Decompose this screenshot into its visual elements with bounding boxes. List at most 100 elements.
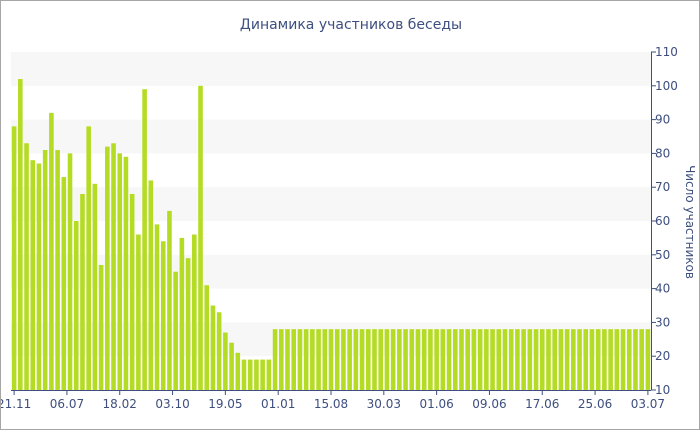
bar <box>527 329 533 390</box>
bar <box>254 359 259 390</box>
bar <box>55 150 60 390</box>
bar <box>167 210 172 390</box>
bar <box>359 329 365 390</box>
bar <box>30 160 36 390</box>
bar <box>446 329 452 390</box>
bar <box>98 264 104 390</box>
bar <box>626 329 632 390</box>
bar <box>490 329 495 390</box>
bar <box>303 329 309 390</box>
bar <box>608 329 613 390</box>
bar <box>328 329 334 390</box>
bar <box>415 329 421 390</box>
bar <box>347 329 352 390</box>
y-tick-label: 20 <box>655 349 670 363</box>
bar <box>235 352 241 390</box>
bar <box>260 359 265 390</box>
bar <box>434 329 439 390</box>
bar <box>136 234 141 390</box>
bar <box>67 153 73 390</box>
y-tick-label: 70 <box>655 180 670 194</box>
bar <box>272 329 278 390</box>
bar <box>614 329 620 390</box>
bar <box>105 146 110 390</box>
bar <box>521 329 526 390</box>
y-tick-label: 30 <box>655 315 670 329</box>
bar <box>341 329 346 390</box>
bar <box>515 329 520 390</box>
bar <box>452 329 458 390</box>
bar <box>378 329 384 390</box>
bar <box>316 329 321 390</box>
bar <box>428 329 433 390</box>
grid-band <box>11 119 651 154</box>
bar <box>353 329 359 390</box>
bar <box>80 193 85 390</box>
bar <box>129 193 135 390</box>
x-tick-label: 19.05 <box>208 397 242 411</box>
x-tick-label: 09.06 <box>472 397 506 411</box>
y-tick-label: 100 <box>655 79 678 93</box>
bar <box>539 329 545 390</box>
bar <box>558 329 564 390</box>
bar <box>241 359 247 390</box>
bar <box>18 79 23 390</box>
bar <box>278 329 284 390</box>
bar <box>533 329 539 390</box>
bar <box>73 221 79 390</box>
bar <box>142 89 147 391</box>
y-tick-label: 10 <box>655 383 670 397</box>
bar <box>111 143 116 390</box>
bar <box>397 329 402 390</box>
bar <box>595 329 601 390</box>
bar <box>440 329 446 390</box>
bar <box>471 329 477 390</box>
bar <box>185 258 191 390</box>
grid-band <box>11 52 651 86</box>
x-tick-label: 06.07 <box>50 397 84 411</box>
bar <box>204 285 210 390</box>
bar <box>123 156 129 390</box>
bar <box>154 224 160 390</box>
x-tick-label: 01.01 <box>261 397 295 411</box>
y-axis-title: Число участников <box>683 165 697 279</box>
bar <box>322 329 328 390</box>
y-tick-label: 80 <box>655 146 670 160</box>
bar <box>384 329 390 390</box>
bar <box>36 163 42 390</box>
bar <box>583 329 589 390</box>
bar <box>372 329 377 390</box>
y-tick-label: 60 <box>655 214 670 228</box>
bar <box>564 329 570 390</box>
x-tick-label: 21.11 <box>1 397 31 411</box>
bar <box>192 234 197 390</box>
bar <box>496 329 502 390</box>
bar <box>546 329 551 390</box>
bar <box>465 329 470 390</box>
x-tick-label: 03.07 <box>631 397 665 411</box>
bar <box>148 180 154 390</box>
bar <box>229 342 234 390</box>
bar <box>247 359 253 390</box>
bar <box>421 329 427 390</box>
bar <box>117 153 123 390</box>
y-tick-labels: 10 20 30 40 50 60 70 80 90 100 110 <box>651 45 678 397</box>
bar <box>409 329 415 390</box>
grid-bands <box>11 52 651 357</box>
bar <box>390 329 396 390</box>
x-tick-label: 25.06 <box>578 397 612 411</box>
bar <box>160 241 166 390</box>
bar <box>484 329 489 390</box>
bar <box>266 359 272 390</box>
bar <box>86 126 91 391</box>
bar <box>49 112 54 390</box>
bar <box>92 183 98 390</box>
x-tick-label: 01.06 <box>419 397 453 411</box>
bar <box>552 329 557 390</box>
x-tick-label: 17.06 <box>525 397 559 411</box>
bar <box>365 329 371 390</box>
bar <box>179 237 185 390</box>
x-tick-label: 18.02 <box>103 397 137 411</box>
